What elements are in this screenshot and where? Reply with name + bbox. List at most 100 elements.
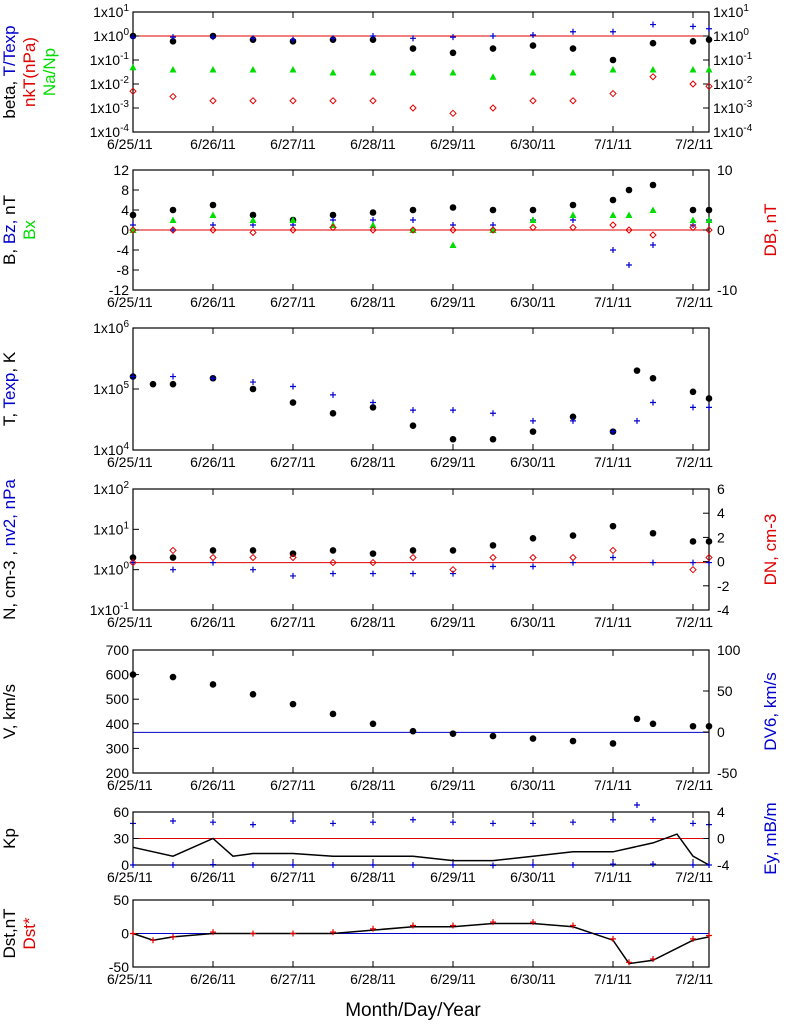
data-point: [289, 216, 297, 223]
x-tick-label: 7/2/11: [675, 869, 713, 885]
x-tick-label: 6/28/11: [350, 869, 396, 885]
data-point: [650, 559, 656, 566]
series-2: [129, 63, 713, 80]
y-tick-label: 1x10-4: [90, 123, 130, 140]
data-point: [149, 380, 157, 388]
y-right-tick-label: 0: [717, 222, 725, 238]
data-point: [130, 559, 136, 566]
data-point: [249, 690, 257, 698]
data-point: [250, 35, 256, 42]
data-point: [610, 428, 616, 435]
data-point: [409, 69, 417, 76]
data-point: [329, 211, 337, 219]
data-point: [690, 820, 696, 827]
data-point: [410, 862, 416, 868]
series-line: [132, 833, 710, 866]
data-point: [330, 35, 336, 42]
x-tick-label: 7/2/11: [675, 294, 713, 310]
data-point: [530, 417, 536, 424]
data-point: [569, 69, 577, 76]
data-point: [289, 399, 297, 406]
data-point: [209, 97, 217, 105]
data-point: [209, 211, 217, 218]
data-point: [409, 45, 417, 52]
y-axis-title: beta, T/Texp: [0, 25, 19, 118]
data-point: [370, 399, 376, 406]
data-point: [210, 819, 216, 826]
y-tick-label: 1x10-2: [90, 75, 130, 92]
y-tick-label: 300: [106, 740, 130, 756]
y-tick-label: 1x104: [93, 441, 129, 458]
data-point: [489, 553, 497, 562]
data-point: [689, 538, 697, 545]
data-point: [170, 373, 176, 380]
y-right-tick-label: 6: [717, 481, 725, 497]
data-point: [129, 226, 137, 234]
x-tick-label: 7/2/11: [675, 614, 713, 630]
data-point: [130, 373, 136, 380]
data-point: [609, 221, 617, 229]
data-point: [329, 97, 337, 105]
data-point: [626, 262, 632, 268]
y-axis-title-2: Bx: [20, 220, 39, 240]
x-tick-label: 6/30/11: [510, 136, 556, 152]
data-point: [570, 28, 576, 35]
data-point: [449, 49, 457, 57]
y-tick-label: 1x106: [93, 319, 129, 336]
y-tick-label: 1x10-3: [90, 99, 130, 116]
x-tick-label: 6/30/11: [510, 454, 556, 470]
data-point: [329, 69, 337, 76]
plot-frame: [132, 488, 710, 611]
series-0: [129, 181, 713, 224]
panel-kp: 6/25/11 6/26/11 6/27/11 6/28/11 6/29/11 6/30/…: [0, 802, 780, 885]
y-tick-label: 4: [121, 202, 129, 218]
data-point: [290, 572, 296, 579]
x-tick-label: 6/26/11: [190, 869, 236, 885]
data-point: [330, 391, 336, 398]
y-tick-label: 1x100: [93, 561, 129, 578]
data-point: [290, 930, 296, 937]
data-point: [569, 201, 577, 209]
x-tick-label: 7/1/11: [594, 869, 632, 885]
data-point: [410, 922, 416, 929]
data-point: [705, 82, 713, 91]
data-point: [450, 819, 456, 826]
x-tick-label: 6/27/11: [270, 294, 316, 310]
y-right-tick-label: -10: [717, 282, 737, 298]
data-point: [449, 730, 457, 737]
data-point: [169, 673, 177, 681]
data-point: [450, 922, 456, 929]
y-right-tick-label: 0: [717, 724, 725, 740]
y-tick-label: -4: [117, 242, 130, 258]
data-point: [490, 820, 496, 827]
data-point: [529, 97, 537, 105]
data-point: [449, 69, 457, 76]
data-point: [649, 73, 657, 81]
data-point: [369, 36, 377, 44]
data-point: [209, 553, 217, 562]
x-tick-label: 6/25/11: [107, 971, 153, 987]
y-tick-label: 0: [121, 857, 129, 873]
data-point: [650, 955, 656, 962]
data-point: [705, 395, 713, 402]
data-point: [529, 735, 537, 742]
data-point: [609, 56, 617, 64]
data-point: [570, 819, 576, 826]
data-point: [569, 97, 577, 105]
data-point: [490, 862, 496, 869]
data-point: [625, 186, 633, 194]
data-point: [150, 937, 156, 944]
y-axis-title: V, km/s: [0, 684, 19, 739]
data-point: [409, 104, 417, 112]
data-point: [690, 862, 696, 868]
data-point: [330, 929, 336, 936]
data-point: [649, 66, 657, 73]
x-tick-label: 7/1/11: [594, 136, 632, 152]
x-tick-label: 6/26/11: [190, 294, 236, 310]
x-tick-label: 7/2/11: [675, 971, 713, 987]
data-point: [410, 407, 416, 414]
x-tick-label: 6/30/11: [510, 614, 556, 630]
data-point: [169, 92, 177, 101]
data-point: [409, 422, 417, 430]
x-tick-label: 6/27/11: [270, 136, 316, 152]
